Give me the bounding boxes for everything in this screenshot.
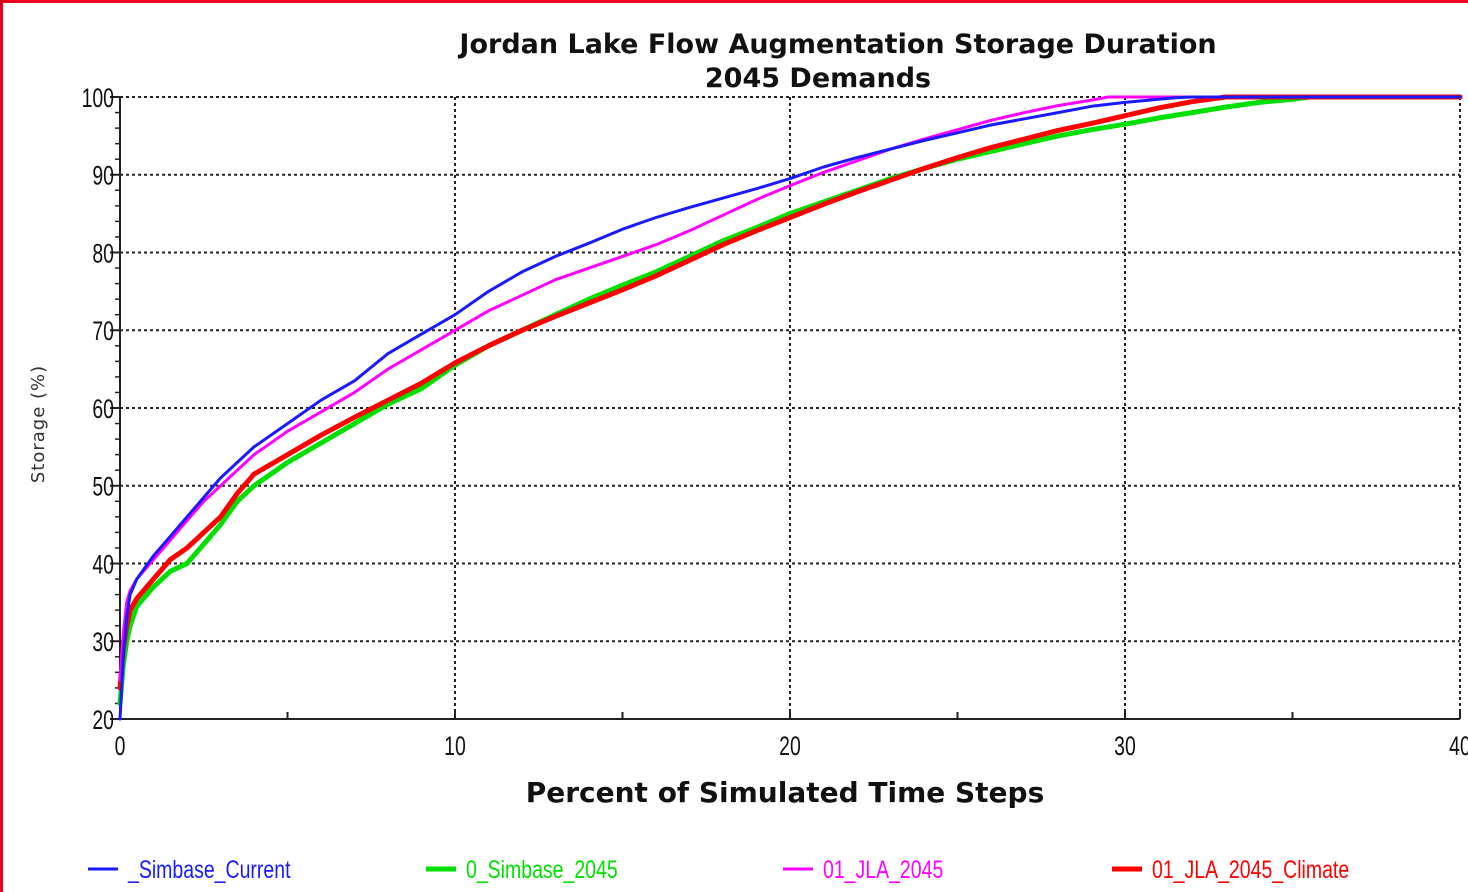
legend-label: 0_Simbase_2045 — [466, 856, 618, 884]
y-tick-label: 80 — [92, 238, 114, 268]
grid — [120, 96, 1461, 719]
y-tick-label: 30 — [92, 627, 114, 657]
y-tick-label: 60 — [92, 394, 114, 424]
series-lines — [117, 94, 1463, 721]
y-tick-label: 70 — [92, 316, 114, 346]
legend-label: 01_JLA_2045 — [823, 856, 943, 884]
x-tick-label: 20 — [779, 731, 801, 761]
y-tick-label: 100 — [82, 83, 114, 113]
x-tick-label: 40 — [1449, 731, 1468, 761]
legend-label: 01_JLA_2045_Climate — [1152, 856, 1349, 884]
legend: _Simbase_Current 0_Simbase_2045 01_JLA_204… — [88, 856, 1349, 884]
x-tick-label: 10 — [444, 731, 466, 761]
chart-subtitle: 2045 Demands — [705, 63, 931, 94]
series-line-0 — [118, 95, 1462, 721]
y-tick-label: 20 — [92, 705, 114, 735]
x-axis-label: Percent of Simulated Time Steps — [526, 776, 1045, 809]
series-line-2 — [118, 95, 1462, 682]
y-tick-label: 90 — [92, 161, 114, 191]
series-line-1 — [117, 94, 1463, 706]
x-tick-label: 0 — [115, 731, 126, 761]
y-tick-labels: 20 30 40 50 60 70 80 90 100 — [82, 83, 114, 735]
y-tick-label: 40 — [92, 549, 114, 579]
x-tick-labels: 0 10 20 30 40 — [115, 731, 1468, 761]
axes — [110, 96, 1461, 720]
legend-label: _Simbase_Current — [127, 856, 291, 884]
x-tick-label: 30 — [1114, 731, 1136, 761]
chart-title: Jordan Lake Flow Augmentation Storage Du… — [457, 29, 1216, 60]
y-axis-label: Storage (%) — [28, 365, 49, 483]
series-line-3 — [117, 94, 1463, 691]
y-tick-label: 50 — [92, 472, 114, 502]
